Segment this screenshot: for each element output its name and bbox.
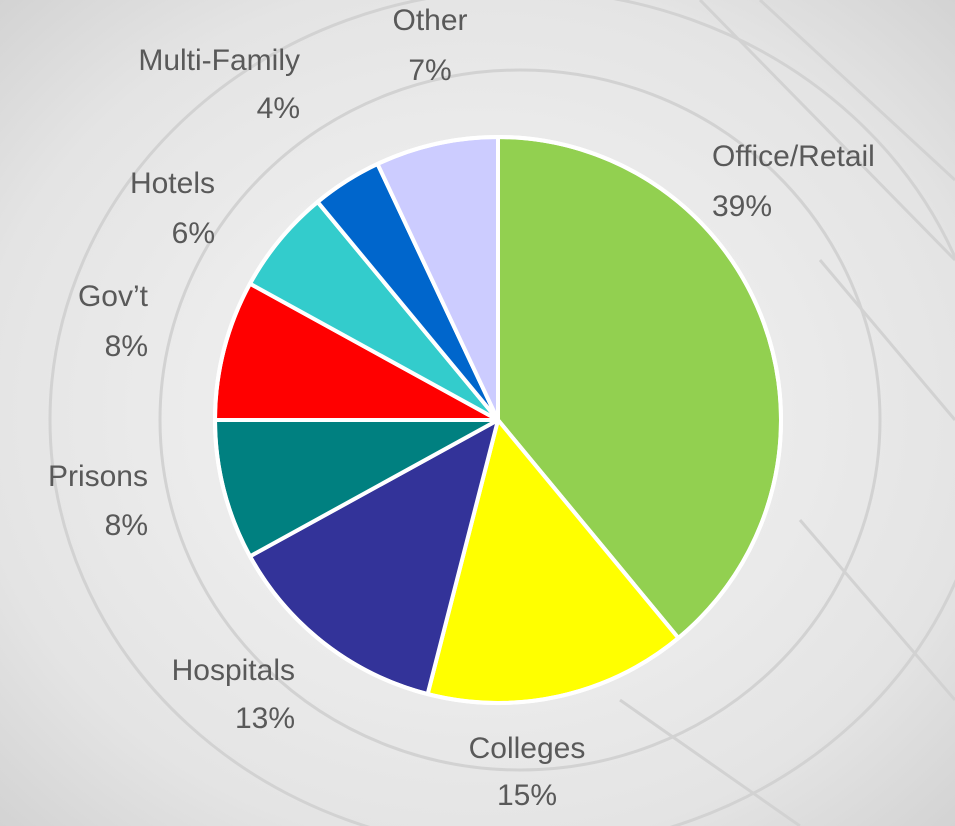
slice-label: Hospitals (172, 654, 295, 687)
slice-value-label: 8% (105, 330, 148, 363)
slice-value-label: 39% (712, 190, 772, 223)
slice-label: Office/Retail (712, 140, 875, 173)
slice-label: Prisons (48, 460, 148, 493)
slice-value-label: 8% (105, 509, 148, 542)
slice-label: Colleges (469, 732, 586, 765)
slice-value-label: 4% (257, 92, 300, 125)
slice-value-label: 7% (408, 54, 451, 87)
slice-label: Other (392, 4, 467, 37)
slice-label: Gov’t (78, 280, 149, 313)
slice-label: Multi-Family (138, 44, 300, 77)
slice-value-label: 15% (497, 779, 557, 812)
slice-label: Hotels (130, 167, 215, 200)
slice-value-label: 6% (172, 217, 215, 250)
chart: Office/Retail 39% Colleges 15% Hospitals 13% P… (0, 0, 955, 826)
pie (215, 137, 781, 703)
slice-value-label: 13% (235, 702, 295, 735)
